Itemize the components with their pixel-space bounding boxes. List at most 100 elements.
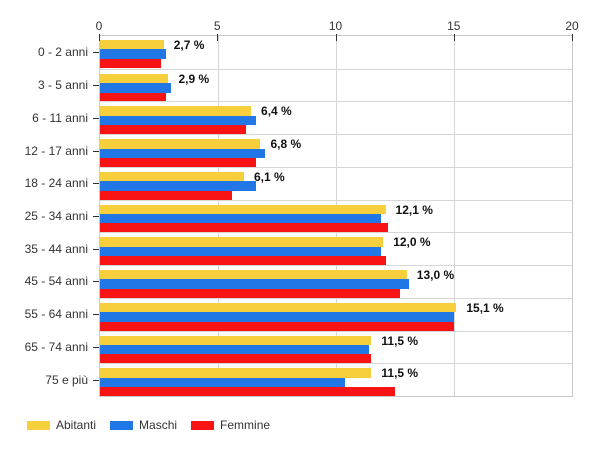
bar-value-label: 11,5 % — [381, 366, 419, 381]
x-axis-tick-label: 10 — [328, 19, 343, 33]
bar-maschi — [100, 214, 381, 224]
legend-label: Femmine — [220, 418, 271, 432]
bar-femmine — [100, 354, 372, 364]
x-axis-tick-label: 20 — [565, 19, 579, 33]
x-axis-tick — [99, 34, 100, 41]
bar-femmine — [100, 223, 388, 233]
bar-maschi — [100, 49, 167, 59]
bar-maschi — [100, 181, 256, 191]
band-row: 13,0 % — [100, 265, 572, 299]
band-row: 15,1 % — [100, 297, 572, 331]
band-row: 6,8 % — [100, 134, 572, 168]
plot-area: 2,7 % 2,9 % 6,4 % 6,8 % 6,1 % 12,1 % 12,0 % 13,… — [99, 35, 573, 397]
legend-item-maschi: Maschi — [110, 418, 177, 432]
legend-item-abitanti: Abitanti — [27, 418, 96, 432]
legend-label: Abitanti — [56, 418, 97, 432]
category-label: 18 - 24 anni — [24, 176, 88, 191]
bar-value-label: 11,5 % — [381, 333, 419, 348]
category-label: 65 - 74 anni — [24, 339, 88, 354]
bar-maschi — [100, 83, 171, 93]
y-axis-tick — [93, 346, 99, 348]
bar-value-label: 6,1 % — [253, 169, 285, 184]
category-label: 0 - 2 anni — [37, 45, 88, 60]
category-label: 75 e più — [45, 372, 88, 387]
legend-swatch-femmine — [191, 420, 215, 430]
bar-abitanti — [100, 106, 252, 116]
bar-abitanti — [100, 335, 372, 345]
bar-abitanti — [100, 368, 372, 378]
legend-item-femmine: Femmine — [191, 418, 270, 432]
legend: Abitanti Maschi Femmine — [27, 418, 284, 432]
band-row: 12,1 % — [100, 199, 572, 233]
bar-abitanti — [100, 171, 244, 182]
y-axis-tick — [93, 183, 99, 185]
band-row: 11,5 % — [100, 363, 572, 397]
x-axis-tick — [453, 34, 455, 41]
band-row: 6,1 % — [100, 166, 572, 201]
y-axis-tick — [93, 216, 99, 217]
bar-femmine — [100, 92, 167, 102]
bar-abitanti — [100, 237, 384, 247]
bar-value-label: 2,9 % — [178, 71, 210, 86]
bar-femmine — [100, 125, 247, 135]
x-axis-tick-label: 5 — [213, 19, 221, 33]
y-axis-tick — [93, 379, 99, 381]
bar-maschi — [100, 312, 454, 322]
bar-value-label: 6,8 % — [270, 137, 302, 152]
bar-femmine — [100, 288, 400, 299]
bar-femmine — [100, 387, 395, 397]
bar-maschi — [100, 148, 266, 158]
category-label: 12 - 17 anni — [24, 143, 88, 158]
band-row: 6,4 % — [100, 101, 572, 135]
bar-femmine — [100, 157, 256, 168]
bar-value-label: 15,1 % — [466, 300, 504, 315]
y-axis-tick — [93, 52, 99, 54]
x-axis-tick-label: 0 — [95, 19, 103, 33]
bar-maschi — [100, 377, 346, 388]
x-axis-tick-label: 15 — [447, 19, 461, 33]
bar-value-label: 2,7 % — [173, 38, 205, 52]
legend-label: Maschi — [139, 418, 178, 432]
band-row: 12,0 % — [100, 232, 572, 266]
bar-femmine — [100, 256, 386, 266]
category-label: 25 - 34 anni — [24, 209, 88, 223]
bar-value-label: 6,4 % — [261, 104, 292, 119]
category-label: 6 - 11 anni — [32, 110, 88, 125]
bar-maschi — [100, 246, 381, 257]
bar-abitanti — [100, 204, 386, 215]
bar-femmine — [100, 190, 233, 201]
band-row: 2,7 % — [100, 36, 572, 69]
gridline-vertical — [454, 36, 455, 396]
bar-abitanti — [100, 270, 407, 280]
bar-value-label: 13,0 % — [416, 268, 455, 283]
y-axis-tick — [93, 117, 99, 119]
bar-abitanti — [100, 40, 164, 50]
bar-value-label: 12,0 % — [393, 235, 431, 250]
x-axis-tick — [572, 34, 573, 41]
y-axis-tick — [93, 314, 99, 316]
y-axis-tick — [93, 248, 99, 250]
bar-abitanti — [100, 139, 261, 149]
band-row: 11,5 % — [100, 330, 572, 364]
band-row: 2,9 % — [100, 68, 572, 102]
bar-maschi — [100, 115, 256, 126]
category-label: 55 - 64 anni — [24, 307, 88, 322]
bar-abitanti — [100, 302, 457, 313]
x-axis-tick — [217, 34, 219, 41]
legend-swatch-abitanti — [27, 420, 50, 430]
category-label: 3 - 5 anni — [37, 78, 88, 93]
bar-femmine — [100, 58, 162, 69]
bar-maschi — [100, 279, 410, 289]
y-axis-tick — [93, 85, 99, 87]
bar-abitanti — [100, 73, 169, 84]
x-axis-tick — [335, 34, 337, 41]
y-axis-tick — [93, 150, 99, 152]
category-label: 35 - 44 anni — [24, 241, 88, 256]
bar-maschi — [100, 344, 370, 355]
bar-femmine — [100, 321, 454, 331]
bar-value-label: 12,1 % — [395, 202, 433, 217]
category-label: 45 - 54 anni — [24, 274, 88, 289]
y-axis-tick — [93, 281, 99, 283]
legend-swatch-maschi — [110, 420, 134, 430]
